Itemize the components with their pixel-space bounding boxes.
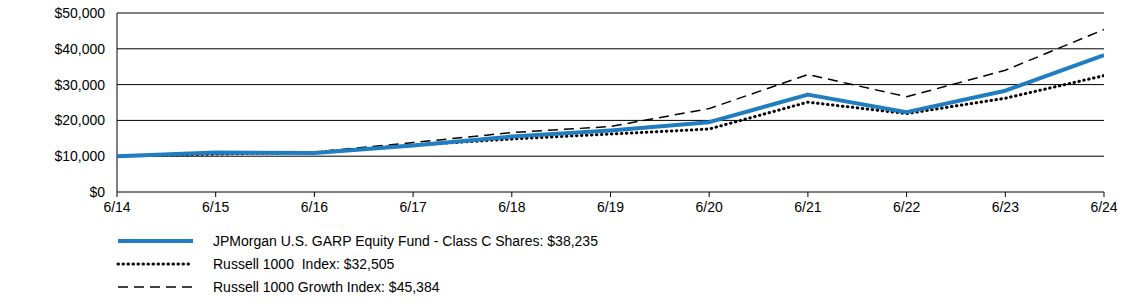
x-tick bbox=[709, 192, 710, 197]
x-tick bbox=[215, 192, 216, 197]
series-line bbox=[117, 76, 1104, 157]
series-line bbox=[117, 55, 1104, 156]
grid-line bbox=[117, 156, 1104, 157]
x-tick bbox=[610, 192, 611, 197]
y-tick-label: $30,000 bbox=[54, 77, 105, 93]
x-tick-label: 6/15 bbox=[202, 199, 229, 215]
chart: $0 $10,000 $20,000 $30,000 $40,000 $50,000 6/1… bbox=[0, 0, 1129, 304]
x-tick bbox=[906, 192, 907, 197]
plot-area bbox=[117, 30, 1104, 157]
y-axis-line bbox=[117, 13, 118, 192]
x-tick-label: 6/22 bbox=[893, 199, 920, 215]
x-tick-label: 6/16 bbox=[301, 199, 328, 215]
x-tick bbox=[413, 192, 414, 197]
legend-label: Russell 1000 Index: $32,505 bbox=[213, 256, 395, 272]
x-tick-label: 6/17 bbox=[399, 199, 426, 215]
legend-label: Russell 1000 Growth Index: $45,384 bbox=[213, 279, 440, 295]
y-tick-label: $0 bbox=[89, 184, 105, 200]
x-tick-label: 6/24 bbox=[1090, 199, 1117, 215]
y-tick-label: $10,000 bbox=[54, 148, 105, 164]
x-tick-label: 6/18 bbox=[498, 199, 525, 215]
x-tick bbox=[314, 192, 315, 197]
x-tick bbox=[807, 192, 808, 197]
x-tick-label: 6/21 bbox=[794, 199, 821, 215]
x-tick-label: 6/14 bbox=[103, 199, 130, 215]
legend-swatch bbox=[118, 239, 193, 243]
y-tick-label: $50,000 bbox=[54, 5, 105, 21]
x-tick-label: 6/19 bbox=[597, 199, 624, 215]
legend-swatch bbox=[118, 263, 193, 266]
grid-line bbox=[117, 120, 1104, 121]
x-tick-label: 6/23 bbox=[992, 199, 1019, 215]
grid-line bbox=[117, 13, 1104, 14]
x-tick bbox=[1104, 192, 1105, 197]
legend-label: JPMorgan U.S. GARP Equity Fund - Class C… bbox=[213, 233, 598, 249]
chart-container: $0 $10,000 $20,000 $30,000 $40,000 $50,000 6/1… bbox=[0, 0, 1129, 304]
x-tick-label: 6/20 bbox=[696, 199, 723, 215]
x-tick bbox=[511, 192, 512, 197]
grid-line bbox=[117, 48, 1104, 49]
y-tick-label: $40,000 bbox=[54, 41, 105, 57]
x-tick bbox=[117, 192, 118, 197]
series-line bbox=[117, 30, 1104, 157]
y-tick-label: $20,000 bbox=[54, 112, 105, 128]
legend-swatch bbox=[118, 286, 193, 288]
x-tick bbox=[1005, 192, 1006, 197]
